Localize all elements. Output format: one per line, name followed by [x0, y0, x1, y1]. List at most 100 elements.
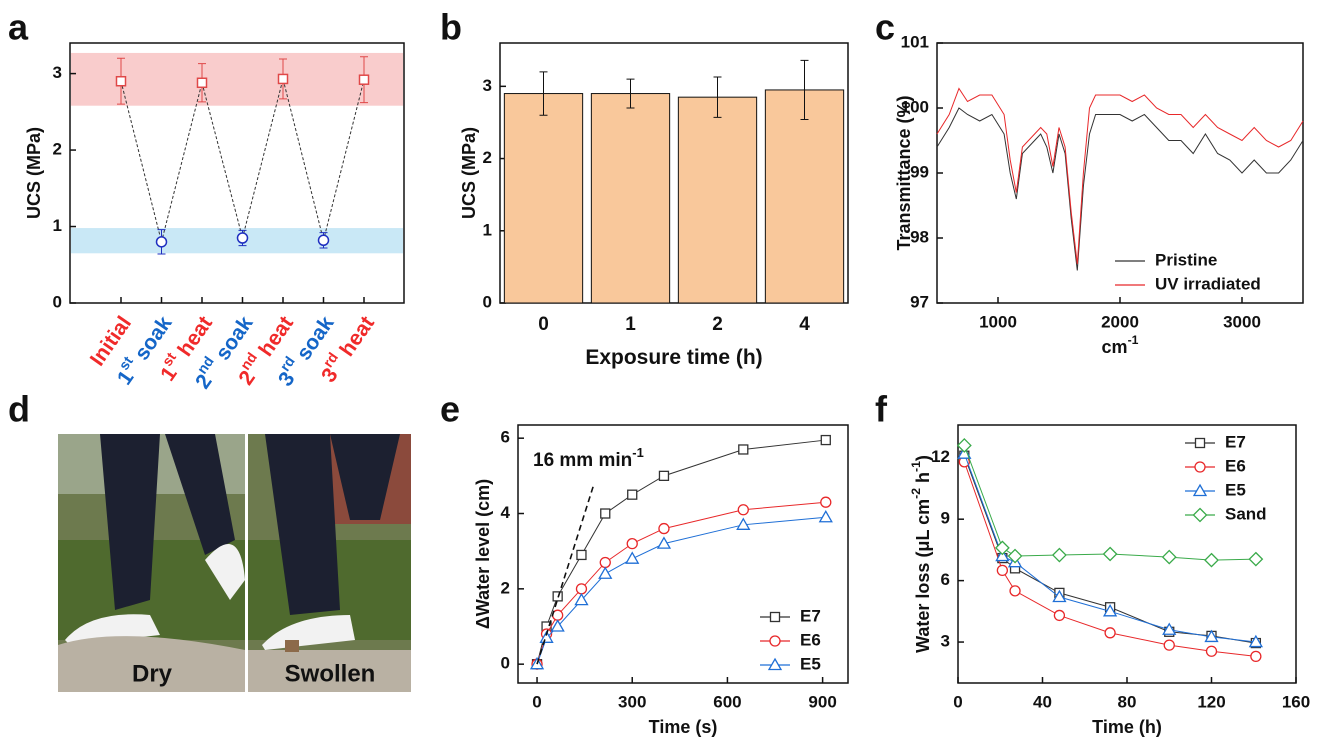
y-axis-label-part: UCS (MPa) — [459, 127, 479, 219]
y-tick-label: 6 — [501, 428, 510, 447]
marker — [1053, 609, 1066, 622]
x-tick-label: 2 — [712, 314, 723, 335]
x-tick-label: 600 — [713, 692, 741, 711]
band — [71, 52, 403, 106]
y-tick-label: 4 — [501, 503, 511, 522]
y-tick-label: 99 — [910, 162, 929, 181]
marker — [196, 77, 208, 89]
x-axis-label-part: Time (h) — [1092, 717, 1162, 737]
x-axis-label: Exposure time (h) — [585, 346, 762, 369]
swollen-block — [285, 640, 299, 652]
marker — [737, 504, 749, 516]
annotation-part: -1 — [632, 445, 643, 460]
x-tick-label: 1000 — [979, 312, 1017, 331]
marker — [155, 236, 168, 248]
x-axis-label-part: -1 — [1128, 333, 1139, 347]
y-tick-label: 97 — [910, 292, 929, 311]
marker — [1102, 604, 1118, 617]
x-tick-label: 1 — [625, 314, 636, 335]
x-tick-label: 0 — [532, 692, 541, 711]
x-axis-label-part: Exposure time (h) — [585, 346, 762, 369]
marker — [996, 564, 1009, 577]
y-tick-label: 1 — [483, 220, 492, 239]
marker — [1248, 634, 1263, 648]
marker — [574, 592, 589, 606]
y-axis-label: UCS (MPa) — [24, 127, 44, 219]
marker — [1009, 585, 1021, 597]
error-bar — [539, 71, 548, 116]
marker — [599, 556, 611, 569]
y-axis-label-part: ) — [913, 455, 933, 461]
y-tick-label: 101 — [901, 32, 929, 51]
legend-label: E7 — [1225, 432, 1246, 451]
marker — [820, 434, 831, 446]
plot-frame — [69, 42, 405, 304]
panel-label: f — [875, 389, 888, 430]
legend-label: E7 — [800, 606, 821, 625]
legend-label: Sand — [1225, 504, 1267, 523]
y-tick-label: 2 — [501, 578, 510, 597]
legend-label: UV irradiated — [1155, 274, 1261, 293]
legend-label: E5 — [800, 654, 821, 673]
marker — [1052, 589, 1067, 603]
marker — [1248, 551, 1264, 567]
x-axis-label-part: Time (s) — [649, 717, 718, 737]
y-axis-label-part: ΔWater level (cm) — [473, 479, 493, 629]
marker — [576, 549, 587, 561]
y-axis-label-part: -2 — [909, 488, 923, 499]
annotation: 16 mm min-1 — [533, 445, 644, 471]
marker — [738, 444, 749, 455]
marker — [767, 657, 783, 671]
x-tick-label: 160 — [1282, 692, 1310, 711]
y-tick-label: 2 — [483, 148, 492, 167]
photo-caption: Dry — [132, 660, 173, 687]
y-tick-label: 100 — [901, 97, 929, 116]
marker — [627, 489, 638, 500]
marker — [236, 232, 249, 244]
concrete — [248, 650, 411, 692]
marker — [818, 509, 833, 523]
marker — [625, 551, 640, 564]
plot-frame — [499, 42, 849, 304]
x-tick-label: 4 — [799, 314, 810, 335]
marker — [358, 74, 370, 85]
legend-label: Pristine — [1155, 250, 1217, 269]
y-axis-label: UCS (MPa) — [459, 127, 479, 219]
marker — [626, 537, 638, 550]
y-tick-label: 3 — [483, 76, 492, 95]
marker — [598, 566, 613, 579]
series-line — [963, 445, 1256, 561]
error-bar — [713, 76, 722, 118]
x-tick-label: 900 — [808, 692, 836, 711]
marker — [1163, 639, 1175, 651]
marker — [995, 548, 1010, 562]
marker — [539, 630, 554, 643]
marker — [1161, 549, 1177, 565]
y-tick-label: 9 — [941, 509, 950, 528]
panel-label: e — [440, 389, 460, 430]
marker — [1102, 546, 1118, 562]
marker — [1250, 650, 1262, 663]
y-tick-label: 2 — [53, 140, 62, 159]
y-tick-label: 98 — [910, 227, 929, 246]
panel-label: a — [8, 7, 29, 48]
y-axis-label-part: h — [913, 472, 933, 488]
marker — [1104, 627, 1116, 639]
error-bar — [626, 78, 635, 109]
plot-frame — [517, 424, 849, 684]
y-tick-label: 6 — [941, 570, 950, 589]
marker — [820, 496, 832, 508]
marker — [1204, 552, 1219, 568]
marker — [277, 73, 289, 85]
marker — [1194, 461, 1206, 473]
pants — [100, 434, 235, 610]
y-tick-label: 12 — [931, 447, 950, 466]
annotation-part: 16 mm min — [533, 450, 632, 471]
shoe — [65, 544, 245, 645]
photo-caption: Swollen — [285, 660, 376, 687]
bar — [590, 93, 671, 304]
marker — [1205, 645, 1218, 657]
marker — [115, 75, 127, 87]
x-tick-label: 80 — [1118, 692, 1137, 711]
